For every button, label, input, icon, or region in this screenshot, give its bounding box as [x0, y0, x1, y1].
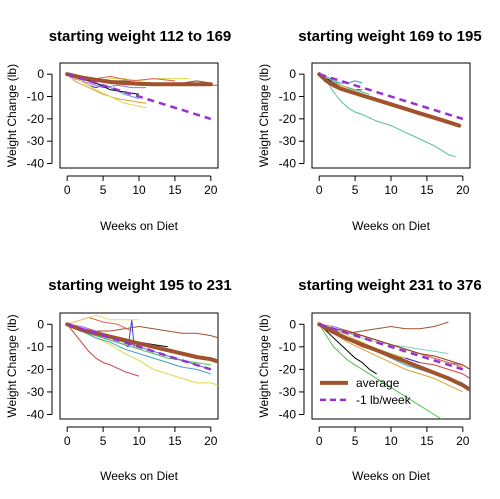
x-axis-label: Weeks on Diet [352, 219, 430, 233]
x-tick-label: 5 [100, 434, 107, 448]
y-axis-label: Weight Change (lb) [5, 64, 19, 167]
individual-line [67, 323, 211, 359]
x-tick-label: 5 [352, 434, 359, 448]
x-tick-label: 5 [352, 183, 359, 197]
panel-title: starting weight 169 to 195 [298, 28, 481, 45]
individual-line [67, 314, 139, 325]
y-tick-label: -10 [279, 340, 297, 354]
y-tick-label: -30 [279, 134, 297, 148]
panel-title: starting weight 195 to 231 [48, 277, 231, 294]
reference-line [66, 73, 212, 121]
x-tick-label: 20 [456, 434, 470, 448]
x-tick-label: 20 [204, 434, 218, 448]
plot-frame [59, 312, 219, 420]
plot-area [317, 321, 470, 419]
y-tick-label: 0 [289, 317, 296, 331]
x-tick-label: 10 [132, 434, 146, 448]
x-tick-label: 15 [420, 434, 434, 448]
panel-title: starting weight 112 to 169 [49, 28, 232, 45]
y-tick-label: -40 [279, 157, 297, 171]
x-axis-label: Weeks on Diet [352, 469, 430, 483]
individual-line [319, 323, 449, 355]
y-tick-label: -40 [279, 407, 297, 421]
individual-line [318, 323, 464, 393]
plot-frame [311, 62, 471, 169]
x-tick-label: 10 [384, 434, 398, 448]
y-tick-label: -30 [27, 385, 45, 399]
y-axis-label: Weight Change (lb) [257, 64, 271, 167]
x-tick-label: 20 [456, 183, 470, 197]
individual-line [319, 323, 470, 370]
average-line [65, 72, 213, 87]
individual-line [318, 73, 456, 158]
individual-line [66, 323, 140, 377]
legend: average -1 lb/week [320, 376, 412, 407]
chart-panel-1: starting weight 112 to 169 0 5 10 15 20 Weeks … [5, 28, 231, 233]
legend-label: average [356, 376, 400, 390]
x-tick-label: 10 [132, 183, 146, 197]
y-tick-label: -20 [27, 362, 45, 376]
individual-line [66, 73, 147, 109]
plot-frame [311, 312, 471, 420]
x-tick-label: 15 [168, 183, 182, 197]
y-tick-label: -10 [27, 340, 45, 354]
y-tick-label: -20 [279, 112, 297, 126]
average-line [317, 322, 470, 392]
y-tick-label: -40 [27, 157, 45, 171]
y-tick-label: -30 [27, 134, 45, 148]
plot-frame [59, 62, 219, 169]
y-tick-label: -30 [279, 385, 297, 399]
plot-area [65, 72, 218, 121]
y-tick-label: 0 [37, 317, 44, 331]
panel-title: starting weight 231 to 376 [298, 277, 481, 294]
y-tick-label: -20 [27, 112, 45, 126]
plot-area [317, 72, 464, 158]
x-tick-label: 10 [384, 183, 398, 197]
x-tick-label: 5 [100, 183, 107, 197]
x-tick-label: 20 [204, 183, 218, 197]
individual-line [319, 73, 363, 84]
x-tick-label: 15 [168, 434, 182, 448]
x-tick-label: 0 [316, 183, 323, 197]
y-tick-label: 0 [289, 67, 296, 81]
x-tick-label: 0 [64, 434, 71, 448]
individual-line [66, 73, 147, 104]
reference-line [318, 73, 464, 121]
x-tick-label: 0 [64, 183, 71, 197]
y-tick-label: -10 [27, 90, 45, 104]
y-tick-label: -40 [27, 407, 45, 421]
x-tick-label: 0 [316, 434, 323, 448]
y-tick-label: -10 [279, 90, 297, 104]
reference-line [318, 323, 464, 371]
x-axis-label: Weeks on Diet [100, 469, 178, 483]
individual-line [66, 73, 147, 89]
average-line [317, 72, 462, 128]
average-line [65, 322, 218, 364]
reference-line [66, 323, 212, 371]
x-axis-label: Weeks on Diet [100, 219, 178, 233]
plot-area [65, 314, 218, 386]
y-tick-label: 0 [37, 67, 44, 81]
x-tick-label: 15 [420, 183, 434, 197]
legend-label: -1 lb/week [356, 393, 412, 407]
individual-line [318, 323, 377, 375]
individual-line [318, 324, 442, 419]
chart-panel-4: starting weight 231 to 376 0 5 10 15 20 Weeks … [257, 277, 482, 483]
y-tick-label: -20 [279, 362, 297, 376]
chart-panel-3: starting weight 195 to 231 0 5 10 15 20 Weeks … [5, 277, 232, 483]
y-axis-label: Weight Change (lb) [5, 314, 19, 417]
y-axis-label: Weight Change (lb) [257, 314, 271, 417]
chart-panel-2: starting weight 169 to 195 0 5 10 15 20 Weeks … [257, 28, 482, 233]
individual-line [66, 323, 211, 375]
